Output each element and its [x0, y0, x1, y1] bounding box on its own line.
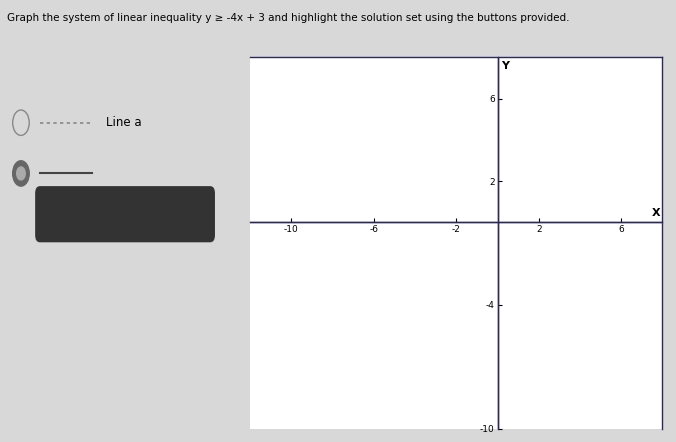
Circle shape — [17, 167, 25, 180]
FancyBboxPatch shape — [35, 186, 215, 242]
Text: Solution Set: Solution Set — [89, 208, 161, 221]
Text: Y: Y — [501, 61, 509, 71]
Text: X: X — [652, 208, 660, 218]
Text: Line a: Line a — [106, 116, 142, 129]
Text: Graph the system of linear inequality y ≥ -4x + 3 and highlight the solution set: Graph the system of linear inequality y … — [7, 13, 569, 23]
Circle shape — [13, 161, 29, 186]
